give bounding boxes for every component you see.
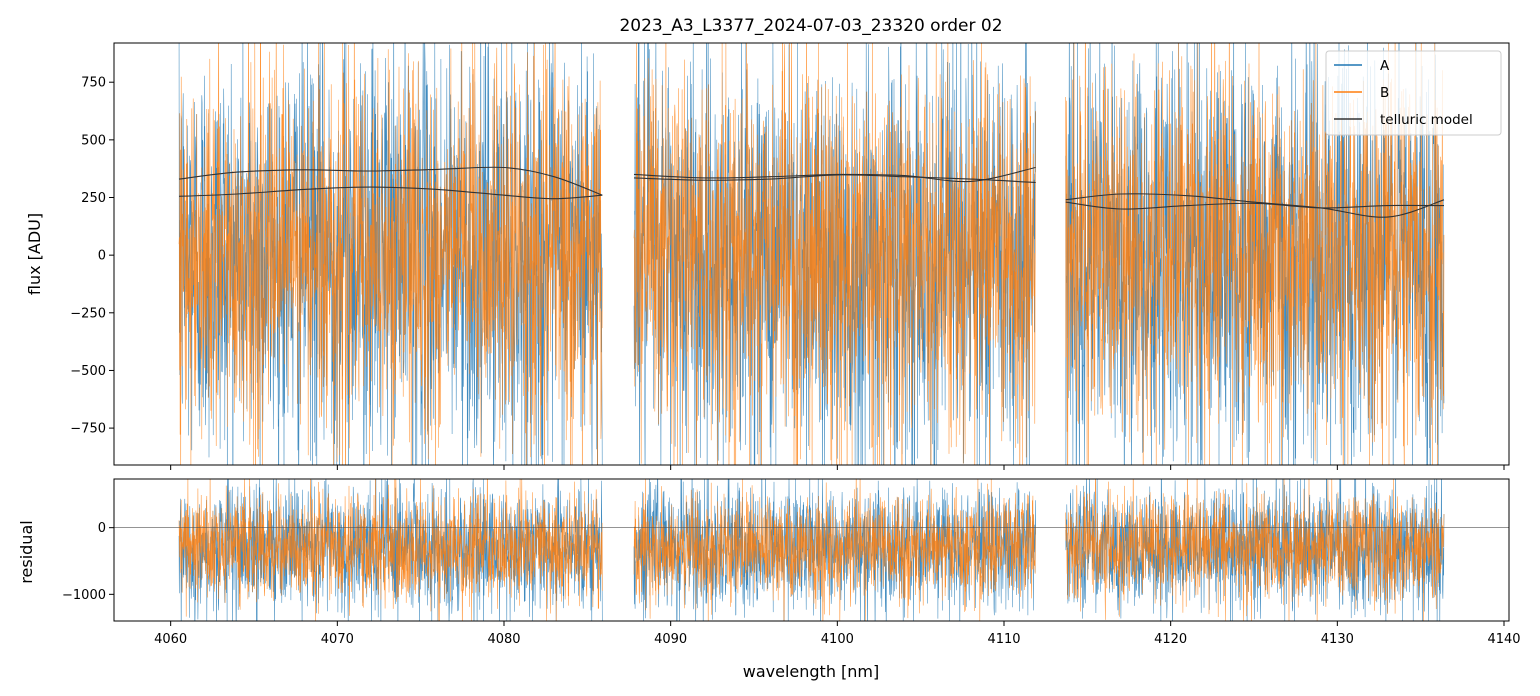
legend-label-b: B	[1380, 85, 1389, 101]
flux-y-axis-label: flux [ADU]	[25, 213, 44, 295]
flux-plot-area	[178, 43, 1445, 465]
flux-y-tick-label: 0	[98, 249, 106, 264]
legend-label-telluric: telluric model	[1380, 112, 1473, 128]
x-tick-label: 4070	[321, 632, 354, 647]
x-tick-label: 4090	[654, 632, 687, 647]
residual-y-tick-label: 0	[98, 521, 106, 536]
legend-box	[1325, 50, 1502, 136]
residual-x-ticks: 4060 4070 4080 4090 4100 4110 4120 4130 4140	[154, 621, 1521, 647]
legend: A B telluric model	[1325, 50, 1502, 136]
residual-y-tick-label: −1000	[62, 588, 106, 603]
flux-y-tick-label: −750	[70, 422, 106, 437]
flux-y-tick-label: −500	[70, 364, 106, 379]
x-tick-label: 4120	[1154, 632, 1187, 647]
telluric-model-curve-5	[1065, 193, 1445, 218]
residual-y-axis-label: residual	[17, 520, 36, 583]
residual-axes-frame	[113, 478, 1510, 622]
x-tick-label: 4060	[154, 632, 187, 647]
flux-axes-frame	[113, 42, 1510, 466]
legend-label-a: A	[1380, 58, 1390, 74]
residual-plot-area	[114, 479, 1509, 621]
series-b-flux-line-3	[1065, 43, 1445, 465]
x-tick-label: 4080	[487, 632, 520, 647]
figure-title: 2023_A3_L3377_2024-07-03_23320 order 02	[619, 16, 1002, 36]
x-axis-label: wavelength [nm]	[743, 662, 880, 681]
flux-x-ticks	[170, 465, 1505, 470]
flux-panel: −750 −500 −250 0 250 500 750 flux [ADU] A B te…	[25, 42, 1510, 470]
telluric-model-curve-6	[1065, 201, 1445, 210]
series-b-flux-line-1	[178, 43, 603, 465]
telluric-model-curve-2	[178, 186, 603, 200]
flux-y-tick-label: 500	[81, 133, 106, 148]
series-b-residual-line-1	[178, 479, 603, 621]
series-b-residual-line-3	[1065, 479, 1445, 621]
x-tick-label: 4130	[1321, 632, 1354, 647]
flux-y-tick-label: 750	[81, 76, 106, 91]
flux-y-tick-label: 250	[81, 191, 106, 206]
x-tick-label: 4100	[821, 632, 854, 647]
flux-y-tick-label: −250	[70, 306, 106, 321]
residual-y-ticks: −1000 0	[62, 521, 114, 603]
x-tick-label: 4110	[987, 632, 1020, 647]
telluric-model-curve-1	[178, 166, 603, 196]
flux-y-ticks: −750 −500 −250 0 250 500 750	[70, 76, 114, 437]
series-b-flux-line-2	[633, 43, 1036, 465]
x-tick-label: 4140	[1487, 632, 1520, 647]
telluric-model-curve-4	[633, 174, 1036, 184]
series-b-residual-line-2	[633, 479, 1036, 621]
